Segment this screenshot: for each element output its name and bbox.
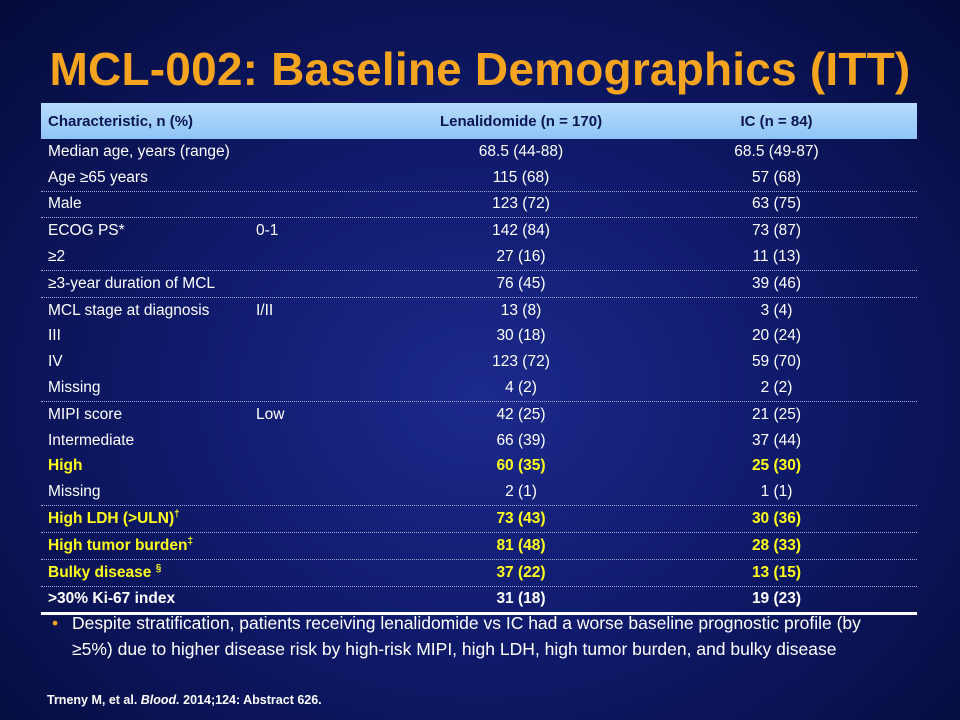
ic-value: 3 (4) (760, 301, 793, 319)
lenalidomide-value: 123 (72) (492, 353, 550, 371)
row-label: Age ≥65 years (48, 168, 148, 186)
row-label: Missing (48, 379, 101, 397)
ic-value: 1 (1) (760, 483, 793, 501)
ic-value: 25 (30) (751, 457, 802, 475)
row-label: Male (48, 195, 82, 213)
ic-value: 21 (25) (751, 405, 802, 423)
lenalidomide-value: 81 (48) (496, 536, 546, 554)
table-row-highlighted: Bulky disease § 37 (22) 13 (15) (41, 560, 917, 587)
table-header: Characteristic, n (%) Lenalidomide (n = … (41, 103, 917, 139)
lenalidomide-value: 42 (25) (496, 405, 546, 423)
row-label: ≥2 (48, 248, 66, 266)
ref-authors: Trneny M, et al. (47, 693, 141, 707)
lenalidomide-value: 76 (45) (496, 274, 546, 292)
ic-value: 2 (2) (760, 379, 793, 397)
table-row: IV 123 (72) 59 (70) (41, 349, 917, 375)
ref-details: 2014;124: Abstract 626. (179, 693, 322, 707)
ic-value: 73 (87) (751, 222, 802, 240)
footnote-mark: ‡ (187, 536, 194, 548)
row-label: IV (48, 353, 63, 371)
ic-value: 68.5 (49-87) (734, 142, 819, 160)
row-label: >30% Ki-67 index (48, 590, 176, 608)
lenalidomide-value: 31 (18) (496, 590, 546, 608)
row-label: ECOG PS* (48, 222, 125, 240)
lenalidomide-value: 60 (35) (496, 457, 546, 475)
lenalidomide-value: 123 (72) (492, 195, 550, 213)
lenalidomide-value: 66 (39) (496, 431, 546, 449)
lenalidomide-value: 2 (1) (505, 483, 537, 501)
ic-value: 59 (70) (751, 353, 802, 371)
table-row: MIPI score Low 42 (25) 21 (25) (41, 402, 917, 428)
header-lenalidomide: Lenalidomide (n = 170) (439, 112, 603, 130)
table-row: ≥2 27 (16) 11 (13) (41, 244, 917, 271)
slide-title: MCL-002: Baseline Demographics (ITT) (49, 43, 911, 95)
table-row: Age ≥65 years 115 (68) 57 (68) (41, 165, 917, 192)
lenalidomide-value: 30 (18) (496, 327, 546, 345)
table-row: Male 123 (72) 63 (75) (41, 192, 917, 219)
bullet-text: Despite stratification, patients receivi… (72, 613, 861, 659)
ic-value: 28 (33) (751, 536, 802, 554)
row-label: ≥3-year duration of MCL (48, 274, 216, 292)
table-row-highlighted: High tumor burden‡ 81 (48) 28 (33) (41, 533, 917, 560)
table-row: III 30 (18) 20 (24) (41, 324, 917, 350)
lenalidomide-value: 73 (43) (496, 510, 546, 528)
table-row: MCL stage at diagnosis I/II 13 (8) 3 (4) (41, 298, 917, 324)
ref-journal: Blood. (140, 693, 180, 707)
row-label: Median age, years (range) (48, 142, 230, 160)
table-row: ≥3-year duration of MCL 76 (45) 39 (46) (41, 271, 917, 298)
ic-value: 19 (23) (751, 590, 802, 608)
row-sublabel: Low (256, 405, 285, 423)
table-row: Missing 4 (2) 2 (2) (41, 375, 917, 402)
row-label: High tumor burden‡ (48, 536, 194, 555)
ic-value: 20 (24) (751, 327, 802, 345)
table-row-highlighted: High 60 (35) 25 (30) (41, 454, 917, 480)
table-row: Missing 2 (1) 1 (1) (41, 479, 917, 507)
lenalidomide-value: 37 (22) (496, 563, 546, 581)
ic-value: 63 (75) (751, 195, 802, 213)
demographics-table: Characteristic, n (%) Lenalidomide (n = … (41, 103, 917, 616)
ic-value: 39 (46) (751, 274, 802, 292)
row-sublabel: I/II (256, 301, 274, 319)
row-label: High (48, 457, 83, 475)
row-label: High LDH (>ULN)† (48, 509, 180, 528)
lenalidomide-value: 115 (68) (492, 168, 550, 186)
lenalidomide-value: 142 (84) (492, 222, 550, 240)
footnote-mark: † (174, 509, 180, 521)
row-label: Intermediate (48, 431, 135, 449)
table-row: ECOG PS* 0-1 142 (84) 73 (87) (41, 218, 917, 244)
table-row: >30% Ki-67 index 31 (18) 19 (23) (41, 587, 917, 616)
ic-value: 37 (44) (751, 431, 802, 449)
footnote-mark: § (155, 563, 162, 575)
header-characteristic: Characteristic, n (%) (48, 112, 194, 130)
row-label: MIPI score (48, 405, 123, 423)
lenalidomide-value: 68.5 (44-88) (478, 142, 564, 160)
ic-value: 30 (36) (751, 510, 802, 528)
row-label: III (48, 327, 61, 345)
lenalidomide-value: 27 (16) (496, 248, 546, 266)
table-row: Intermediate 66 (39) 37 (44) (41, 428, 917, 454)
bullet-icon: • (52, 613, 59, 633)
row-sublabel: 0-1 (256, 222, 279, 240)
ic-value: 11 (13) (752, 248, 801, 266)
row-label: MCL stage at diagnosis (48, 301, 210, 319)
table-row-highlighted: High LDH (>ULN)† 73 (43) 30 (36) (41, 506, 917, 533)
table-row: Median age, years (range) 68.5 (44-88) 6… (41, 139, 917, 165)
row-label: Missing (48, 483, 101, 501)
ic-value: 57 (68) (751, 168, 802, 186)
reference-citation: Trneny M, et al. Blood. 2014;124: Abstra… (47, 693, 322, 707)
summary-bullet: • Despite stratification, patients recei… (52, 610, 872, 662)
ic-value: 13 (15) (751, 563, 802, 581)
lenalidomide-value: 4 (2) (505, 379, 537, 397)
row-label: Bulky disease § (48, 563, 162, 582)
lenalidomide-value: 13 (8) (500, 301, 542, 319)
header-ic: IC (n = 84) (740, 112, 813, 130)
